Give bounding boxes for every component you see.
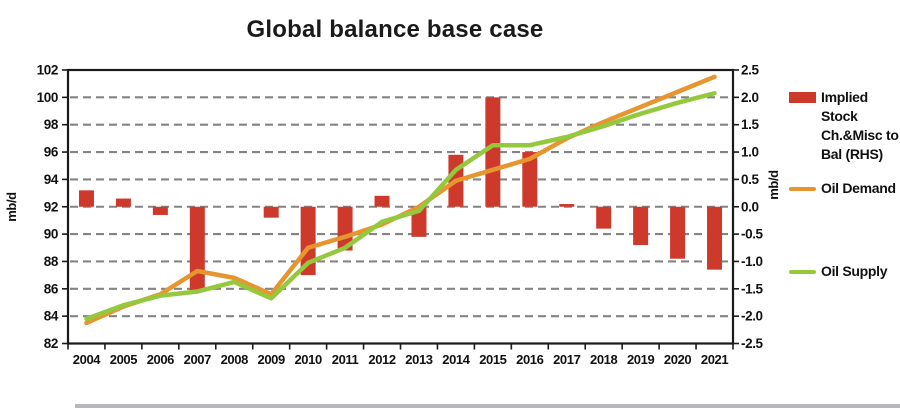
bar-2019 xyxy=(633,206,649,246)
oil-demand-line xyxy=(84,74,717,326)
svg-text:100: 100 xyxy=(37,90,58,105)
legend-label-implied-stock: Implied Stock Ch.&Misc to Bal (RHS) xyxy=(821,89,899,162)
bar-2016 xyxy=(522,152,538,207)
svg-text:-1.0: -1.0 xyxy=(741,254,763,269)
svg-text:2010: 2010 xyxy=(294,352,321,367)
bar-2004 xyxy=(78,190,94,207)
svg-text:84: 84 xyxy=(44,309,59,324)
svg-text:96: 96 xyxy=(44,145,59,160)
svg-text:1.0: 1.0 xyxy=(741,145,759,160)
legend-swatch-implied-stock-bar xyxy=(789,92,816,103)
bottom-divider-rule xyxy=(75,404,900,408)
svg-text:2012: 2012 xyxy=(368,352,395,367)
bar-2005 xyxy=(115,198,131,207)
svg-text:94: 94 xyxy=(44,172,59,187)
svg-text:92: 92 xyxy=(44,199,58,214)
right-axis-title: mb/d xyxy=(766,170,781,200)
svg-text:0.0: 0.0 xyxy=(741,199,759,214)
svg-text:82: 82 xyxy=(44,336,58,351)
svg-text:2004: 2004 xyxy=(73,352,101,367)
svg-text:2005: 2005 xyxy=(110,352,137,367)
svg-text:2008: 2008 xyxy=(221,352,248,367)
svg-text:-1.5: -1.5 xyxy=(741,281,764,296)
bar-2015 xyxy=(485,97,501,207)
legend-item-oil-demand: Oil Demand xyxy=(789,179,900,198)
left-axis-labels: 102 100 98 96 94 92 90 88 86 84 82 xyxy=(37,63,60,352)
bar-2010 xyxy=(300,206,316,276)
bar-2018 xyxy=(596,206,612,229)
svg-text:2017: 2017 xyxy=(553,352,580,367)
chart-title: Global balance base case xyxy=(246,16,544,43)
svg-text:0.5: 0.5 xyxy=(741,172,759,187)
bar-2017 xyxy=(559,204,575,207)
bar-2006 xyxy=(152,206,168,215)
svg-text:86: 86 xyxy=(44,281,59,296)
svg-text:2019: 2019 xyxy=(627,352,654,367)
legend-item-implied-stock: Implied Stock Ch.&Misc to Bal (RHS) xyxy=(789,88,900,164)
x-axis-labels: 2004 2005 2006 2007 2008 2009 2010 2011 2012 2013… xyxy=(73,352,729,367)
svg-text:2016: 2016 xyxy=(516,352,543,367)
svg-text:2011: 2011 xyxy=(332,352,359,367)
legend-label-oil-supply: Oil Supply xyxy=(821,263,888,279)
svg-text:1.5: 1.5 xyxy=(741,117,759,132)
svg-text:-2.5: -2.5 xyxy=(741,336,764,351)
plot-border xyxy=(66,68,735,345)
svg-text:2020: 2020 xyxy=(664,352,691,367)
bar-2021 xyxy=(707,206,723,270)
plot-area: 102 100 98 96 94 92 90 88 86 84 82 2.5 2.0 1.5 1.0 0.5 0… xyxy=(4,63,781,368)
svg-text:88: 88 xyxy=(44,254,59,269)
legend-item-oil-supply: Oil Supply xyxy=(789,262,900,281)
svg-text:102: 102 xyxy=(37,63,58,78)
bar-2012 xyxy=(374,195,390,207)
gridlines xyxy=(70,96,731,318)
svg-text:2007: 2007 xyxy=(184,352,211,367)
svg-text:90: 90 xyxy=(44,227,58,242)
svg-text:2006: 2006 xyxy=(147,352,174,367)
bar-2007 xyxy=(189,206,205,292)
right-axis-labels: 2.5 2.0 1.5 1.0 0.5 0.0 -0.5 -1.0 -1.5 -2.0 -2.5 xyxy=(741,63,764,352)
svg-text:2015: 2015 xyxy=(479,352,506,367)
svg-text:-0.5: -0.5 xyxy=(741,227,764,242)
svg-text:2014: 2014 xyxy=(442,352,470,367)
legend-swatch-oil-demand-line xyxy=(789,187,816,191)
left-axis-title: mb/d xyxy=(4,192,19,222)
svg-text:-2.0: -2.0 xyxy=(741,309,763,324)
svg-text:2009: 2009 xyxy=(258,352,285,367)
svg-text:2018: 2018 xyxy=(590,352,617,367)
bar-2009 xyxy=(263,206,279,218)
legend-swatch-oil-supply-line xyxy=(789,270,816,274)
svg-text:2.5: 2.5 xyxy=(741,63,759,78)
svg-text:98: 98 xyxy=(44,117,59,132)
svg-text:2013: 2013 xyxy=(405,352,432,367)
bar-2020 xyxy=(670,206,686,259)
oil-supply-line xyxy=(84,90,717,322)
legend-label-oil-demand: Oil Demand xyxy=(821,180,896,196)
svg-text:2021: 2021 xyxy=(701,352,728,367)
svg-text:2.0: 2.0 xyxy=(741,90,759,105)
legend: Implied Stock Ch.&Misc to Bal (RHS) Oil … xyxy=(789,0,899,410)
